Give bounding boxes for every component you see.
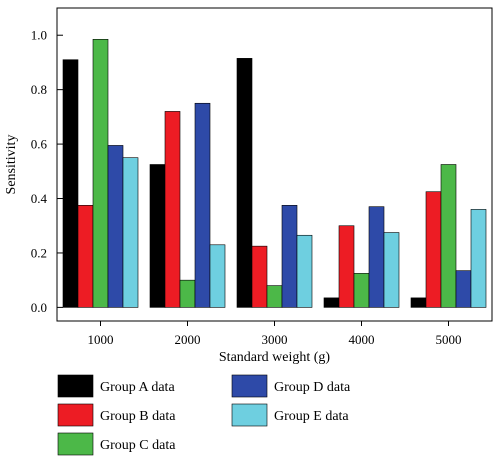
legend-label: Group C data bbox=[100, 438, 176, 453]
legend-swatch-group-d-data bbox=[231, 374, 268, 398]
legend-swatch-group-e-data bbox=[231, 403, 268, 427]
y-tick-label: 0.0 bbox=[31, 300, 47, 315]
bar-group-a-data-4000 bbox=[323, 297, 340, 308]
legend-swatch-group-b-data bbox=[57, 403, 94, 427]
bar-group-c-data-2000 bbox=[179, 279, 196, 308]
bar-group-e-data-3000 bbox=[296, 234, 313, 308]
bar-group-d-data-3000 bbox=[281, 205, 298, 308]
bar-group-d-data-1000 bbox=[107, 145, 124, 308]
bar-group-e-data-1000 bbox=[122, 157, 139, 308]
bar-group-b-data-4000 bbox=[338, 225, 355, 308]
bar-group-d-data-5000 bbox=[455, 270, 472, 308]
bar-group-b-data-3000 bbox=[251, 245, 268, 308]
bar-group-e-data-4000 bbox=[383, 232, 400, 308]
bar-group-a-data-1000 bbox=[62, 59, 79, 308]
bar-group-b-data-2000 bbox=[164, 111, 181, 308]
legend-label: Group D data bbox=[274, 380, 351, 395]
y-tick-label: 0.4 bbox=[31, 191, 48, 206]
y-tick-label: 1.0 bbox=[31, 28, 47, 43]
x-tick-label: 4000 bbox=[349, 332, 375, 347]
bar-group-a-data-5000 bbox=[410, 297, 427, 308]
bar-group-c-data-1000 bbox=[92, 38, 109, 308]
legend-swatch-group-c-data bbox=[57, 432, 94, 456]
x-tick-label: 2000 bbox=[175, 332, 201, 347]
axes: 0.0 0.2 0.4 0.6 0.8 1.0 1000 2000 3000 4000 5000 bbox=[31, 7, 493, 347]
legend-label: Group A data bbox=[100, 380, 175, 395]
bar-group-c-data-3000 bbox=[266, 285, 283, 308]
x-tick-label: 3000 bbox=[262, 332, 288, 347]
bar-group-a-data-3000 bbox=[236, 58, 253, 308]
y-tick-label: 0.6 bbox=[31, 137, 48, 152]
bar-group-e-data-5000 bbox=[470, 209, 487, 308]
bar-group-b-data-5000 bbox=[425, 191, 442, 308]
bar-group-d-data-4000 bbox=[368, 206, 385, 308]
bar-group-c-data-4000 bbox=[353, 273, 370, 308]
x-axis-title: Standard weight (g) bbox=[219, 350, 331, 365]
plot-area bbox=[62, 38, 487, 308]
y-axis-title: Sensitivity bbox=[4, 135, 19, 195]
legend-label: Group E data bbox=[274, 409, 349, 424]
bar-group-d-data-2000 bbox=[194, 102, 211, 308]
legend-label: Group B data bbox=[100, 409, 176, 424]
y-tick-label: 0.2 bbox=[31, 245, 47, 260]
legend-swatch-group-a-data bbox=[57, 374, 94, 398]
bar-group-a-data-2000 bbox=[149, 164, 166, 308]
x-tick-label: 1000 bbox=[88, 332, 114, 347]
bar-group-c-data-5000 bbox=[440, 164, 457, 308]
x-tick-label: 5000 bbox=[436, 332, 462, 347]
y-tick-label: 0.8 bbox=[31, 82, 47, 97]
bar-group-e-data-2000 bbox=[209, 244, 226, 308]
bar-group-b-data-1000 bbox=[77, 205, 94, 308]
legend: Group A data Group B data Group C data Grou… bbox=[57, 374, 351, 456]
